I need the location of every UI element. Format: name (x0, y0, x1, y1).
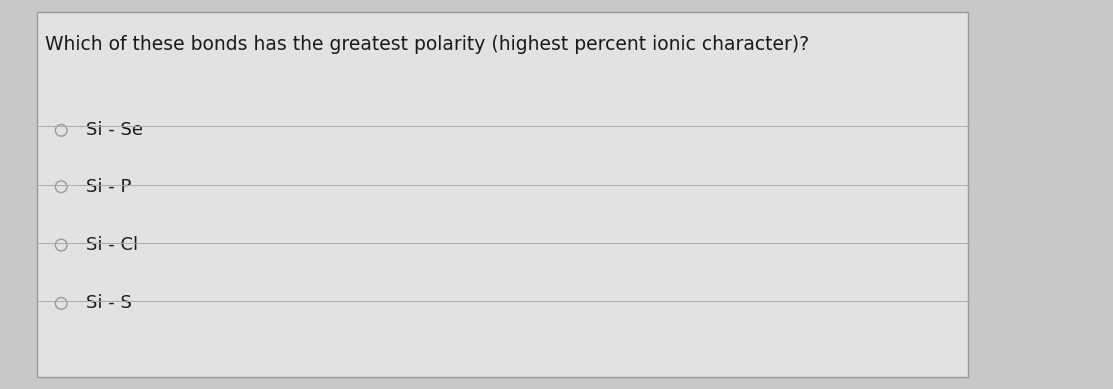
Text: Which of these bonds has the greatest polarity (highest percent ionic character): Which of these bonds has the greatest po… (45, 35, 809, 54)
Text: Si - P: Si - P (86, 178, 131, 196)
Text: Si - S: Si - S (86, 294, 131, 312)
Text: Si - Cl: Si - Cl (86, 236, 138, 254)
Text: Si - Se: Si - Se (86, 121, 142, 139)
